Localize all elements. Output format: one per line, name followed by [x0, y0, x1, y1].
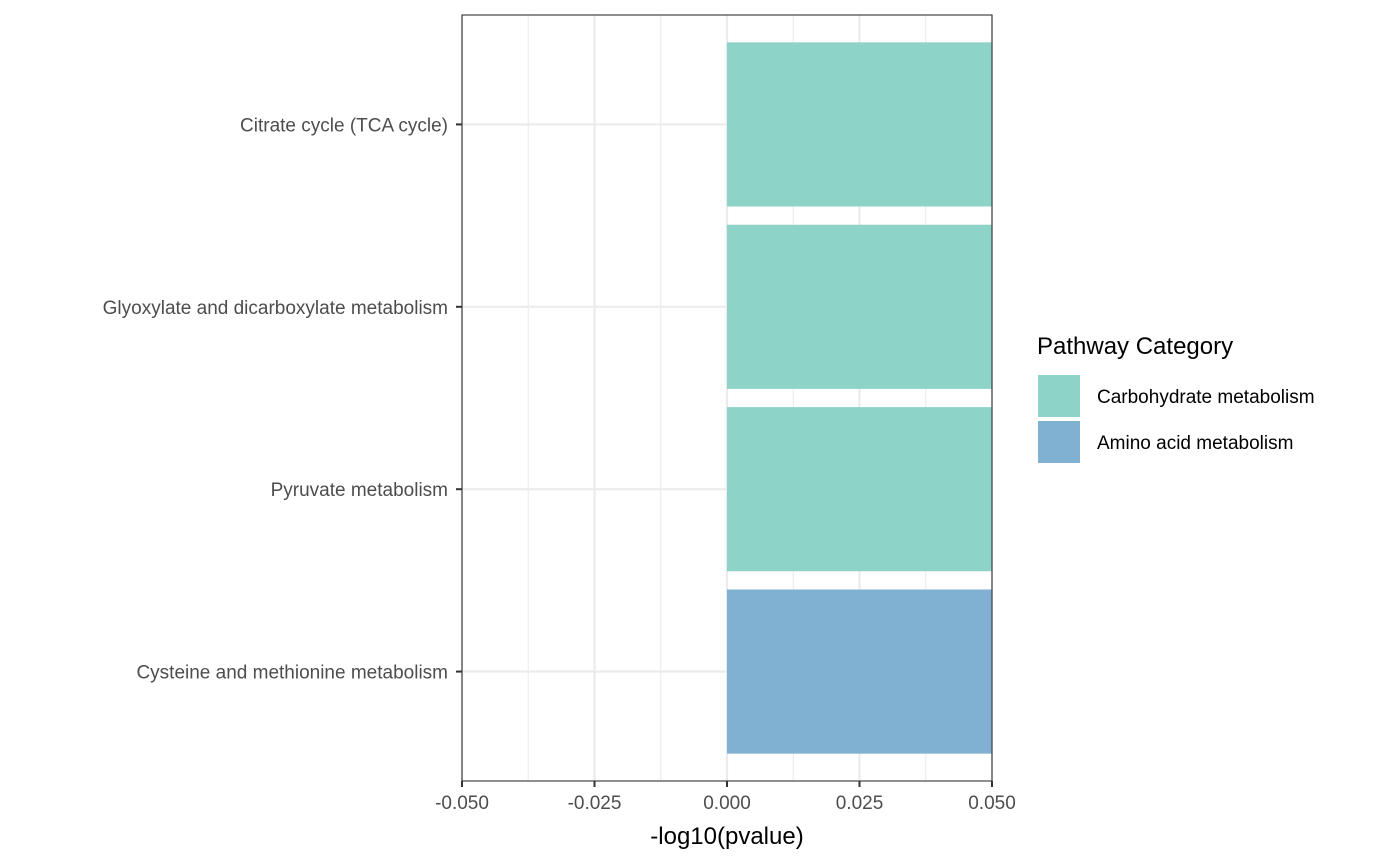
- legend: Pathway Category Carbohydrate metabolism…: [1037, 333, 1315, 463]
- x-tick-label: 0.000: [703, 793, 751, 814]
- bar: [727, 407, 992, 572]
- bar: [727, 589, 992, 754]
- bar: [727, 42, 992, 207]
- x-tick-label: 0.025: [836, 793, 884, 814]
- x-axis: -0.050 -0.025 0.000 0.025 0.050: [435, 781, 1016, 814]
- x-tick-label: -0.050: [435, 793, 489, 814]
- x-tick-label: -0.025: [568, 793, 622, 814]
- x-axis-title: -log10(pvalue): [650, 823, 803, 850]
- legend-entry-label: Amino acid metabolism: [1097, 433, 1293, 454]
- bars: [727, 42, 992, 754]
- legend-swatch: [1038, 421, 1080, 463]
- y-axis: Citrate cycle (TCA cycle) Glyoxylate and …: [103, 115, 462, 684]
- legend-swatch: [1038, 375, 1080, 417]
- y-tick-label: Cysteine and methionine metabolism: [136, 663, 448, 684]
- y-tick-label: Pyruvate metabolism: [271, 480, 448, 501]
- legend-entry-label: Carbohydrate metabolism: [1097, 387, 1315, 408]
- bar: [727, 224, 992, 389]
- y-tick-label: Citrate cycle (TCA cycle): [240, 115, 448, 136]
- x-tick-label: 0.050: [968, 793, 1016, 814]
- legend-title: Pathway Category: [1037, 333, 1233, 360]
- y-tick-label: Glyoxylate and dicarboxylate metabolism: [103, 298, 448, 319]
